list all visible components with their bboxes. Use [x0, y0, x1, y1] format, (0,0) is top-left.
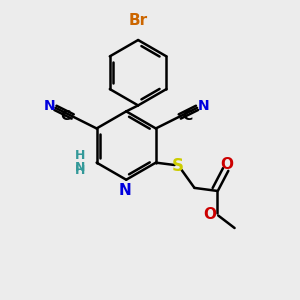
Text: C: C — [60, 110, 70, 124]
Text: O: O — [203, 207, 216, 222]
Text: H: H — [75, 164, 86, 177]
Text: C: C — [182, 110, 192, 124]
Text: N: N — [44, 99, 55, 113]
Text: N: N — [198, 99, 209, 113]
Text: O: O — [221, 157, 234, 172]
Text: H
N: H N — [75, 148, 86, 174]
Text: S: S — [172, 157, 184, 175]
Text: Br: Br — [128, 13, 148, 28]
Text: N: N — [118, 183, 131, 198]
